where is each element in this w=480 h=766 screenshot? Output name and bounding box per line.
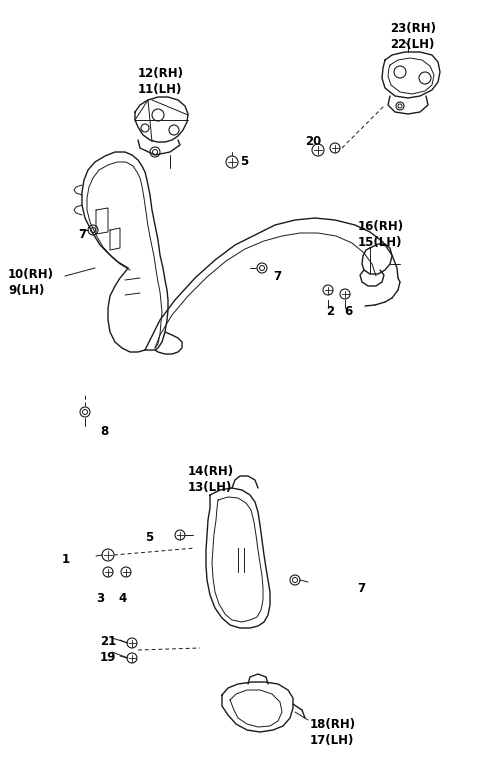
Text: 5: 5 — [145, 531, 153, 544]
Text: 14(RH): 14(RH) — [188, 465, 234, 478]
Text: 5: 5 — [240, 155, 248, 168]
Text: 8: 8 — [100, 425, 108, 438]
Text: 11(LH): 11(LH) — [138, 83, 182, 96]
Text: 9(LH): 9(LH) — [8, 284, 44, 297]
Text: 1: 1 — [62, 553, 70, 566]
Text: 12(RH): 12(RH) — [138, 67, 184, 80]
Text: 22(LH): 22(LH) — [390, 38, 434, 51]
Text: 23(RH): 23(RH) — [390, 22, 436, 35]
Text: 2: 2 — [326, 305, 334, 318]
Text: 17(LH): 17(LH) — [310, 734, 354, 747]
Text: 7: 7 — [78, 228, 86, 241]
Text: 15(LH): 15(LH) — [358, 236, 403, 249]
Text: 18(RH): 18(RH) — [310, 718, 356, 731]
Text: 4: 4 — [118, 592, 126, 605]
Text: 13(LH): 13(LH) — [188, 481, 232, 494]
Text: 7: 7 — [357, 582, 365, 595]
Text: 21: 21 — [100, 635, 116, 648]
Text: 3: 3 — [96, 592, 104, 605]
Text: 16(RH): 16(RH) — [358, 220, 404, 233]
Text: 6: 6 — [344, 305, 352, 318]
Text: 7: 7 — [273, 270, 281, 283]
Text: 19: 19 — [100, 651, 116, 664]
Text: 20: 20 — [305, 135, 321, 148]
Text: 10(RH): 10(RH) — [8, 268, 54, 281]
